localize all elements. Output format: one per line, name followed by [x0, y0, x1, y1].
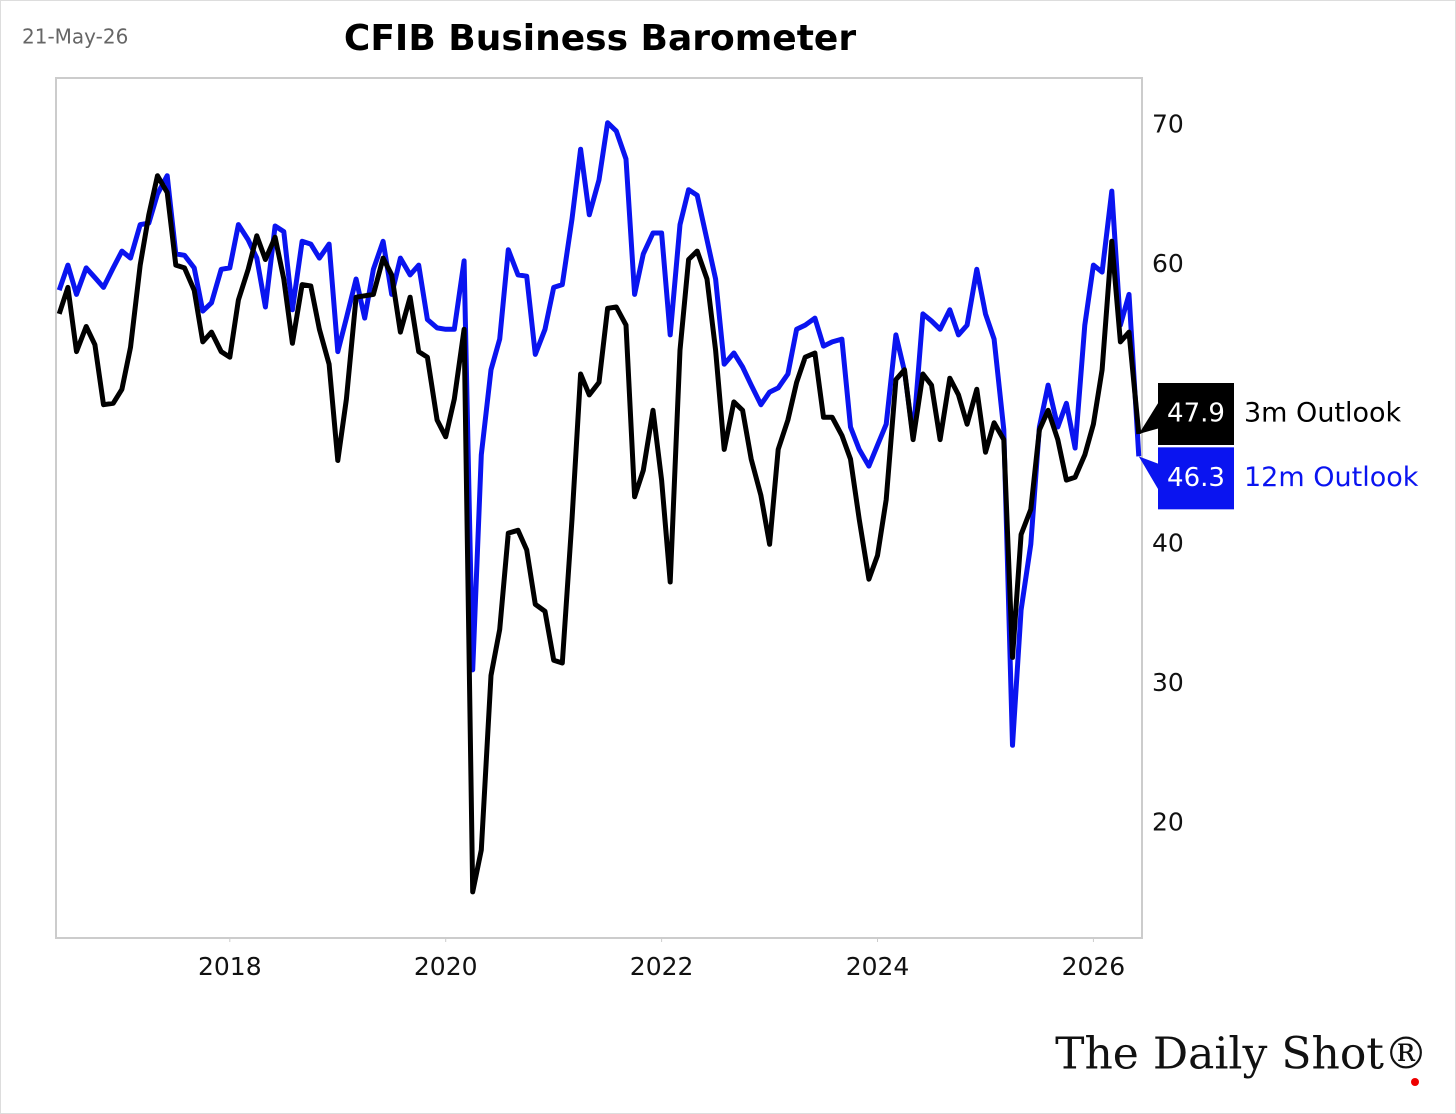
x-tick-label: 2018 [198, 952, 262, 981]
y-tick-label: 60 [1152, 249, 1184, 278]
y-tick-label: 40 [1152, 528, 1184, 557]
x-tick-label: 2020 [414, 952, 478, 981]
y-tick-label: 20 [1152, 808, 1184, 837]
plot-frame [55, 77, 1143, 939]
end-label-pointer [1138, 400, 1160, 435]
legend-label: 12m Outlook [1244, 462, 1419, 493]
brand-dot [1411, 1078, 1419, 1086]
chart-date: 21-May-26 [22, 25, 128, 49]
series-line [56, 173, 1142, 895]
source-brand: The Daily Shot® [1055, 1029, 1428, 1080]
end-label-box [1158, 447, 1234, 510]
end-label-box [1158, 383, 1234, 446]
x-tick-label: 2024 [846, 952, 910, 981]
legend-label: 3m Outlook [1244, 398, 1402, 429]
end-label-pointer [1138, 456, 1160, 493]
series-line [56, 120, 1142, 748]
x-tick-label: 2026 [1062, 952, 1126, 981]
chart-title: CFIB Business Barometer [344, 18, 856, 59]
y-tick-label: 70 [1152, 109, 1184, 138]
end-value-label: 46.3 [1167, 463, 1225, 493]
y-tick-label: 30 [1152, 668, 1184, 697]
end-value-label: 47.9 [1167, 399, 1225, 429]
x-tick-label: 2022 [630, 952, 694, 981]
